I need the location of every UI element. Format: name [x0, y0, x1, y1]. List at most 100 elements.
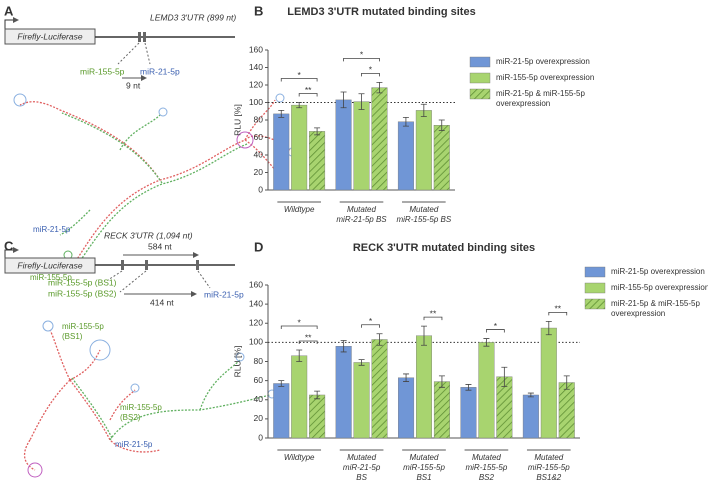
distance-label: 414 nt	[150, 297, 174, 307]
panel-letter: A	[4, 3, 14, 18]
y-tick-label: 60	[254, 375, 264, 385]
site	[143, 32, 146, 42]
y-tick-label: 140	[249, 62, 263, 72]
significance-label: *	[360, 50, 364, 60]
bar	[397, 121, 414, 191]
bar	[353, 101, 370, 191]
legend-swatch	[469, 72, 491, 84]
legend-label: miR-21-5p overexpression	[611, 267, 705, 276]
legend-swatch	[469, 56, 491, 68]
error-bar	[278, 109, 285, 118]
bar	[335, 346, 352, 439]
y-axis-label: RLU [%]	[232, 346, 242, 378]
significance-bracket	[280, 325, 318, 330]
x-tick-label: Mutated miR-21-5p BS	[342, 453, 381, 482]
significance-bracket	[548, 311, 568, 316]
utr-label: LEMD3 3'UTR (899 nt)	[150, 12, 236, 22]
error-bar	[403, 373, 410, 382]
rna-loops	[27, 320, 277, 478]
site-label: miR-155-5p (BS1)	[48, 277, 117, 287]
y-tick-label: 120	[249, 79, 263, 89]
bar	[415, 110, 432, 191]
error-bar	[358, 359, 365, 366]
significance-label: *	[369, 316, 373, 326]
x-tick-label: Mutated miR-155-5p BS	[396, 205, 452, 224]
error-bar	[483, 338, 490, 347]
error-bar	[421, 325, 427, 346]
significance-bracket	[423, 316, 443, 321]
significance-bracket	[486, 329, 505, 333]
x-tick-label: Mutated miR-155-5p BS1	[403, 453, 445, 482]
significance-label: *	[494, 321, 498, 331]
significance-label: **	[305, 332, 312, 342]
y-tick-label: 100	[249, 97, 263, 107]
y-axis-label: RLU [%]	[232, 104, 242, 136]
legend-swatch	[584, 298, 606, 310]
error-bar	[296, 349, 303, 362]
x-tick-label: Wildtype	[283, 205, 315, 214]
error-bar	[296, 102, 303, 109]
bar	[433, 125, 450, 191]
significance-bracket	[343, 57, 380, 62]
significance-label: **	[305, 85, 312, 95]
dash	[117, 42, 151, 65]
y-tick-label: 120	[249, 318, 263, 328]
y-tick-label: 160	[249, 279, 263, 289]
distance-label: 9 nt	[126, 80, 141, 90]
significance-label: **	[554, 304, 561, 314]
error-bar	[278, 380, 285, 387]
error-bar	[376, 333, 383, 346]
significance-bracket	[361, 72, 380, 77]
rna-structure	[23, 329, 271, 471]
error-bar	[420, 103, 427, 117]
bar	[433, 381, 450, 439]
y-tick-label: 40	[254, 394, 264, 404]
significance-label: *	[369, 65, 373, 75]
error-bar	[563, 375, 570, 390]
site	[145, 260, 148, 270]
box-label: Firefly-Luciferase	[17, 31, 82, 41]
error-bar	[340, 91, 347, 109]
site	[196, 260, 199, 270]
error-bar	[438, 119, 445, 131]
x-tick-label: Mutated miR-155-5p BS1&2	[527, 453, 570, 482]
y-tick-label: 0	[258, 432, 263, 442]
distance-label: 584 nt	[148, 241, 172, 251]
site	[121, 260, 124, 270]
bar	[291, 355, 308, 439]
legend-label: miR-21-5p & miR-155-5p overexpression	[611, 299, 700, 318]
structure-label: miR-155-5p	[30, 273, 72, 282]
x-tick-label: Wildtype	[283, 453, 315, 462]
site-label: miR-155-5p (BS2)	[48, 288, 117, 298]
significance-bracket	[298, 93, 318, 97]
promoter-arrow	[4, 247, 19, 258]
legend-label: miR-21-5p overexpression	[496, 57, 590, 66]
chart-title: LEMD3 3'UTR mutated binding sites	[287, 6, 475, 18]
error-bar	[438, 375, 445, 388]
error-bar	[545, 320, 552, 336]
site-label: miR-21-5p	[140, 66, 180, 76]
bar	[309, 131, 326, 191]
error-bar	[358, 93, 365, 110]
bar	[398, 377, 415, 439]
y-tick-label: 60	[254, 132, 264, 142]
y-tick-label: 40	[254, 149, 264, 159]
y-tick-label: 20	[254, 413, 264, 423]
significance-label: *	[298, 317, 302, 327]
error-bar	[376, 81, 383, 94]
bar	[371, 87, 388, 191]
bar	[478, 342, 495, 439]
bar	[291, 104, 308, 191]
bar	[353, 362, 370, 439]
y-tick-label: 100	[249, 337, 263, 347]
legend-label: miR-155-5p overexpression	[611, 283, 708, 292]
legend-label: miR-155-5p overexpression	[496, 73, 595, 82]
panel-letter: B	[254, 3, 263, 18]
y-tick-label: 160	[249, 44, 263, 54]
panel-letter: C	[4, 238, 14, 253]
bar	[309, 394, 326, 439]
error-bar	[402, 116, 409, 127]
bar	[273, 113, 290, 191]
